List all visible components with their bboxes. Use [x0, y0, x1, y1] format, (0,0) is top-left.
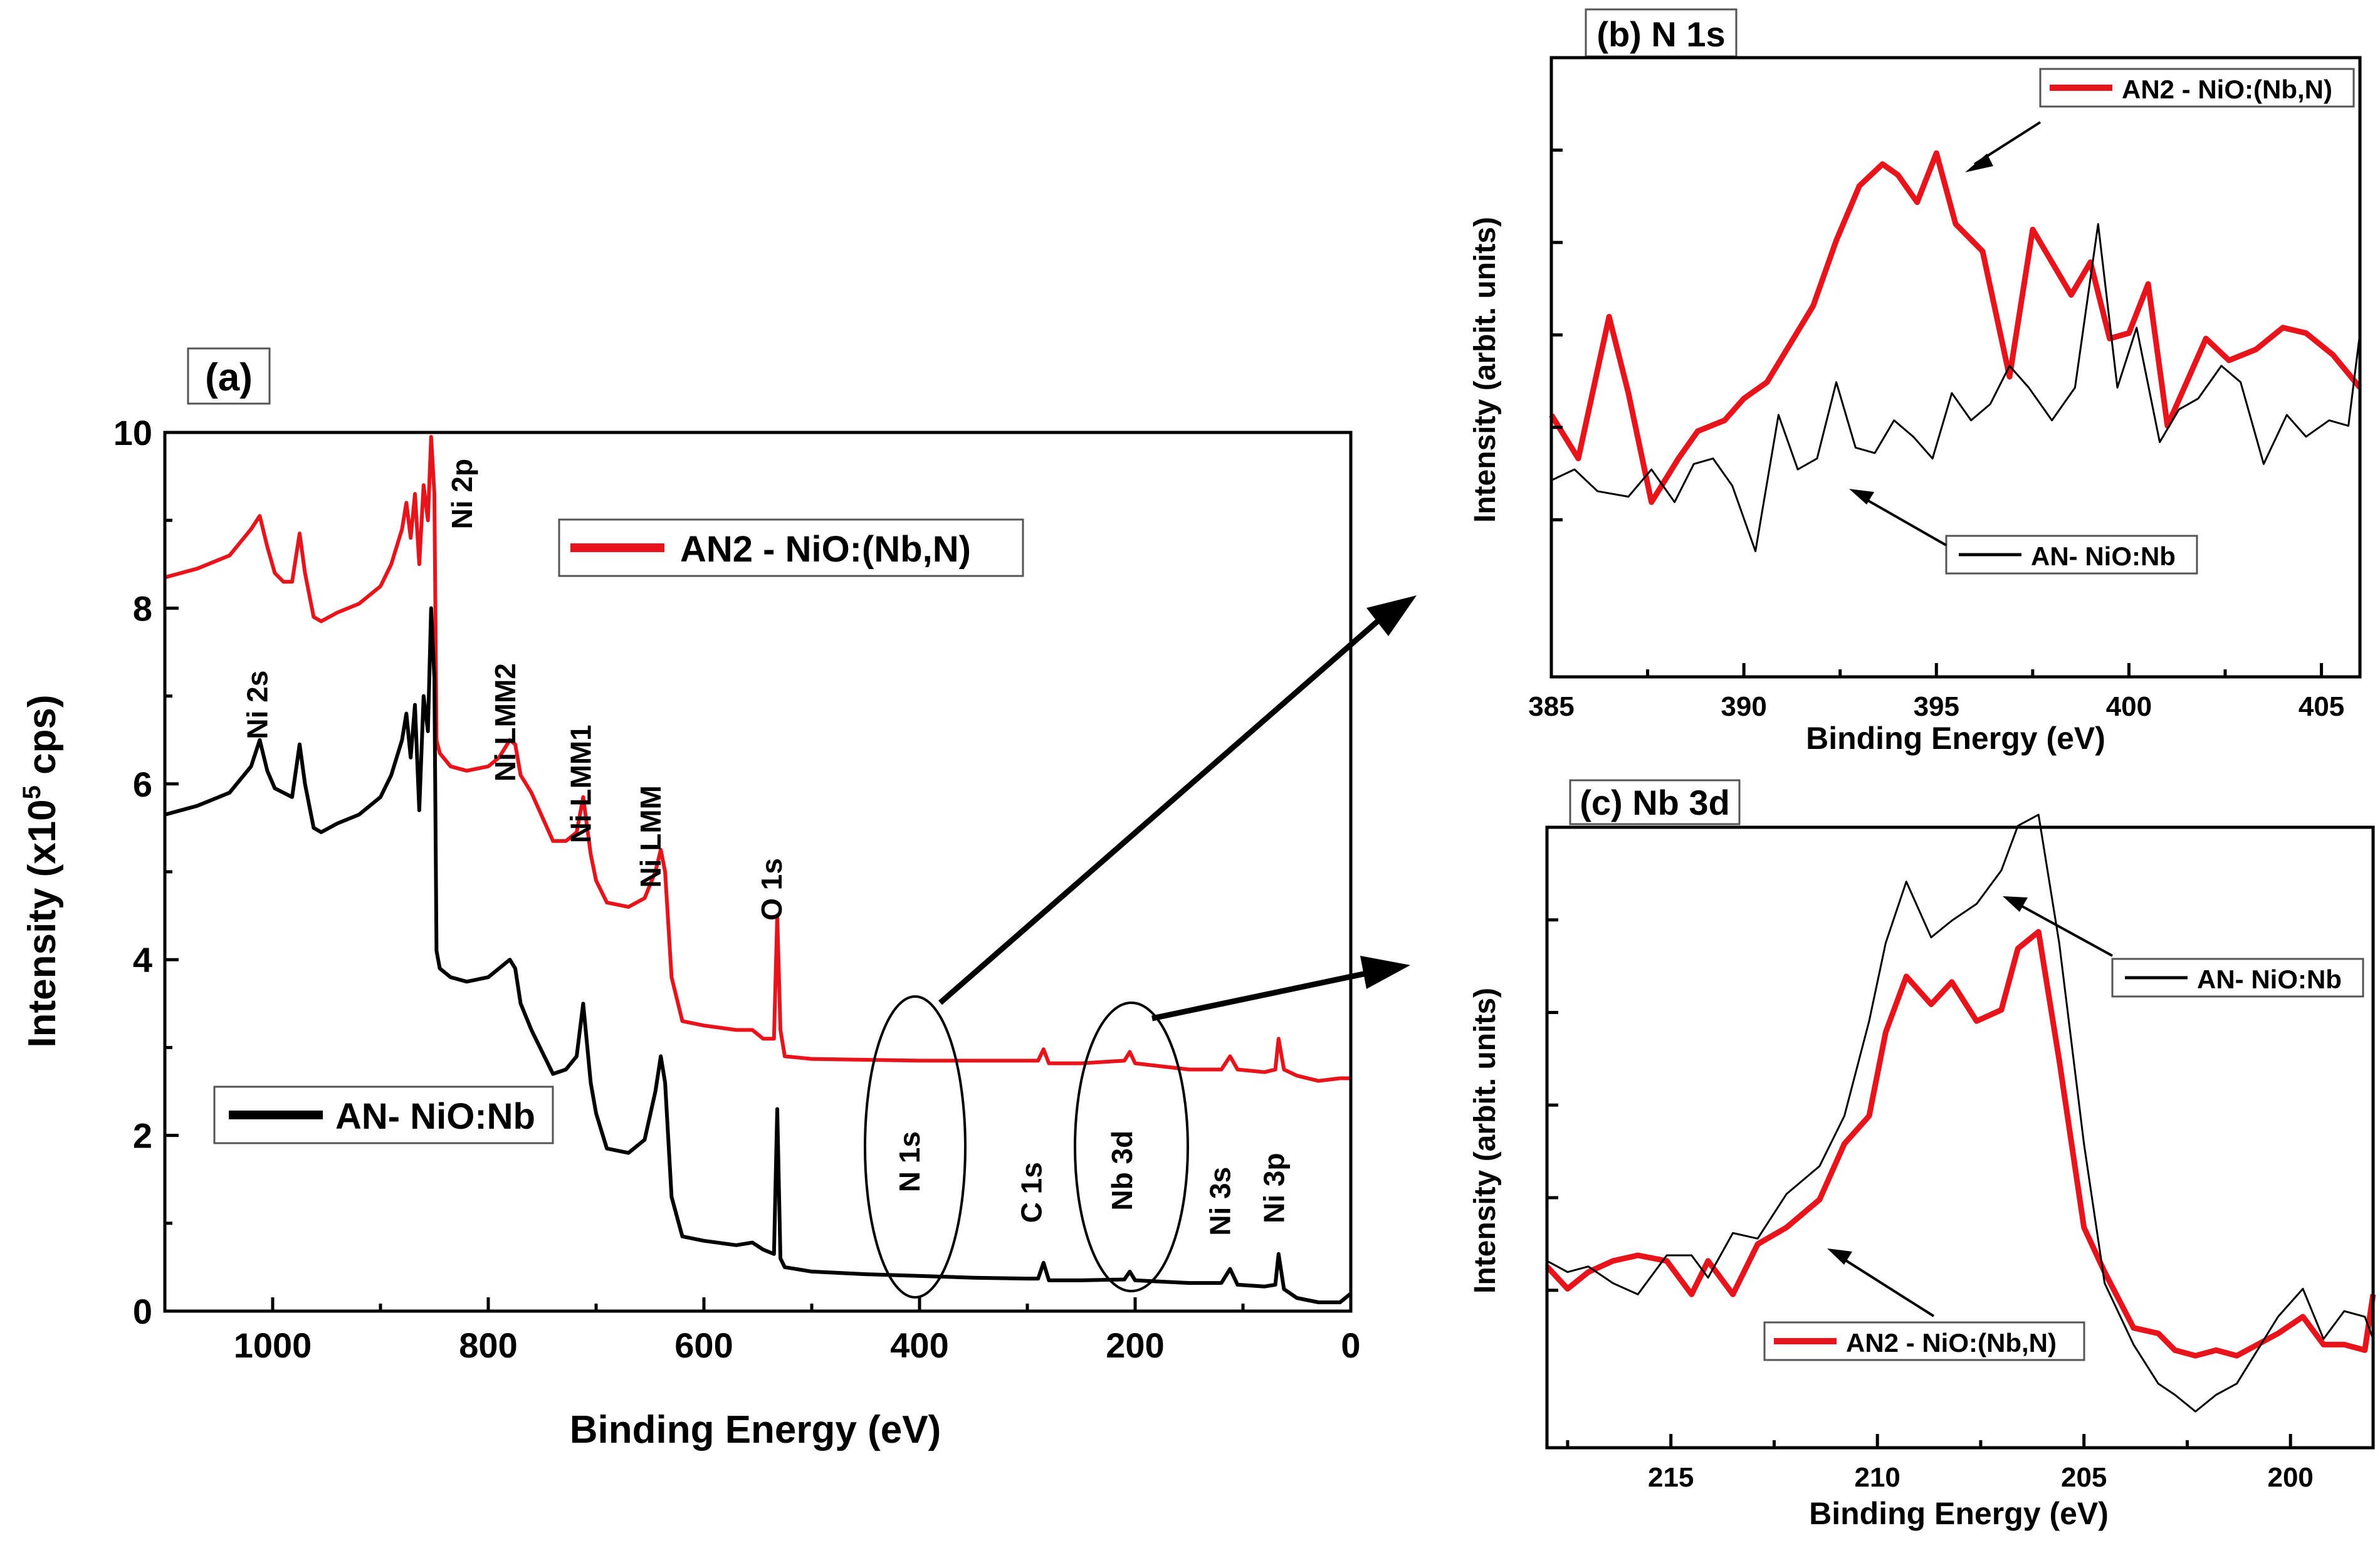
panel-a-x-tick-label: 600 [674, 1326, 733, 1365]
panel-a-series-an2-nio-nb-n [164, 435, 1351, 1083]
panel-a-x-tick-label: 0 [1341, 1326, 1360, 1365]
panel-b-legend-black-label: AN- NiO:Nb [2031, 541, 2176, 571]
panel-a-y-axis-label-unit: cps) [21, 694, 64, 785]
panel-c-arrow-red-head [1827, 1248, 1852, 1265]
panel-b-legend-red-label: AN2 - NiO:(Nb,N) [2122, 75, 2332, 104]
panel-a-x-tick-label: 200 [1106, 1326, 1164, 1365]
panel-a-ticks: 1000 800 600 400 200 0 0 2 4 6 8 10 [113, 413, 1361, 1365]
nb3d-region-ellipse [1074, 1002, 1189, 1292]
panel-a-x-axis-label: Binding Energy (eV) [570, 1408, 941, 1451]
panel-c-label-box [1569, 779, 1741, 825]
panel-a-plot-area [164, 435, 1352, 1304]
panel-c-arrow-red [1838, 1255, 1935, 1317]
panel-c-nb3d-spectrum: (c) Nb 3d 215 210 205 200 Binding Energy (e… [1469, 779, 2376, 1531]
peak-label: Nb 3d [1106, 1131, 1138, 1211]
panel-a-y-axis-label-main: Intensity (x10 [21, 799, 64, 1047]
panel-c-x-tick-label: 205 [2061, 1462, 2107, 1493]
panel-a-label: (a) [205, 356, 253, 399]
panel-a-x-tick-label: 800 [459, 1326, 517, 1365]
panel-b-n1s-spectrum: (b) N 1s 385 390 395 400 405 Binding Energy … [1469, 8, 2362, 756]
panel-c-y-axis-label: Intensity (arbit. units) [1469, 988, 1502, 1294]
panel-c-label: (c) Nb 3d [1580, 783, 1730, 822]
panel-a-y-tick-label: 8 [133, 588, 152, 628]
peak-label: N 1s [893, 1131, 926, 1192]
panel-a-y-tick-label: 0 [133, 1292, 152, 1331]
zoom-arrow-to-nb3d [1151, 970, 1370, 1022]
panel-c-axes-frame [1545, 825, 2375, 1450]
panel-b-series-an-nio-nb [1551, 223, 2361, 552]
panel-a-y-tick-label: 6 [133, 765, 152, 804]
panel-b-x-tick-label: 395 [1914, 691, 1959, 722]
panel-a-y-tick-label: 10 [113, 413, 152, 452]
panel-b-axes-frame [1549, 56, 2362, 679]
panel-b-x-tick-label: 400 [2106, 691, 2152, 722]
peak-label: Ni 2p [446, 459, 478, 529]
panel-c-ticks: 215 210 205 200 [1547, 918, 2314, 1493]
peak-label: Ni LMM2 [489, 663, 522, 782]
panel-b-label: (b) N 1s [1596, 14, 1725, 54]
panel-c-x-tick-label: 200 [2267, 1462, 2313, 1493]
panel-c-series-an-nio-nb [1546, 813, 2374, 1413]
panel-b-y-axis-label: Intensity (arbit. units) [1469, 217, 1502, 523]
panel-a-survey-spectrum: (a) 1000 800 600 400 200 0 0 2 4 6 8 10 Binding Ene… [18, 347, 1417, 1451]
n1s-region-ellipse [864, 995, 967, 1299]
zoom-arrow-to-nb3d-head [1360, 956, 1410, 989]
panel-a-legend-black-label: AN- NiO:Nb [335, 1096, 535, 1137]
panel-a-x-tick-label: 400 [890, 1326, 948, 1365]
panel-a-x-tick-label: 1000 [234, 1326, 312, 1365]
panel-a-y-tick-label: 4 [133, 940, 152, 980]
panel-c-x-tick-label: 210 [1854, 1462, 1900, 1493]
panel-a-series-an-nio-nb [164, 606, 1352, 1304]
panel-b-arrow-black-head [1849, 489, 1874, 505]
panel-b-arrow-red-head [1965, 154, 1993, 172]
panel-c-series-an2-nio-nb-n [1544, 929, 2376, 1359]
peak-label: Ni 2s [241, 671, 273, 740]
panel-b-label-box [1585, 8, 1738, 58]
peak-label: C 1s [1015, 1162, 1047, 1223]
panel-a-y-tick-label: 2 [133, 1116, 152, 1156]
panel-a-legend-red-label: AN2 - NiO:(Nb,N) [680, 529, 971, 570]
panel-b-plot-area [1549, 150, 2362, 552]
panel-c-x-axis-label: Binding Energy (eV) [1809, 1496, 2109, 1531]
panel-b-ticks: 385 390 395 400 405 [1528, 148, 2344, 722]
peak-label: O 1s [755, 858, 788, 921]
panel-b-series-an2-nio-nb-n [1549, 150, 2362, 505]
peak-label: Ni 3s [1203, 1167, 1236, 1236]
peak-label: Ni LMM1 [564, 724, 597, 843]
peak-label: Ni LMM [634, 785, 667, 888]
panel-c-x-tick-label: 215 [1648, 1462, 1694, 1493]
panel-c-arrow-black-head [2003, 896, 2028, 912]
zoom-arrow-to-n1s [938, 615, 1384, 1005]
panel-a-label-box [187, 347, 271, 405]
panel-b-x-tick-label: 385 [1528, 691, 1574, 722]
panel-b-x-tick-label: 405 [2299, 691, 2344, 722]
panel-a-peak-annotations: Ni 2s Ni 2p Ni LMM2 Ni LMM1 Ni LMM O 1s N 1s C … [241, 459, 1290, 1236]
panel-c-legend-black-label: AN- NiO:Nb [2197, 965, 2342, 994]
panel-a-legend-black-box [213, 1085, 554, 1144]
panel-a-y-axis-label-exponent: 5 [18, 785, 46, 799]
peak-label: Ni 3p [1257, 1153, 1290, 1223]
zoom-arrow-to-n1s-head [1366, 595, 1417, 636]
panel-c-plot-area [1544, 813, 2376, 1413]
panel-b-arrow-black [1858, 494, 1947, 547]
panel-c-legend-red-label: AN2 - NiO:(Nb,N) [1846, 1328, 2057, 1357]
panel-a-y-axis-label: Intensity (x105 cps) [18, 694, 64, 1047]
panel-c-arrow-black [2015, 901, 2113, 957]
panel-b-x-axis-label: Binding Energy (eV) [1806, 721, 2105, 756]
panel-b-x-tick-label: 390 [1721, 691, 1766, 722]
